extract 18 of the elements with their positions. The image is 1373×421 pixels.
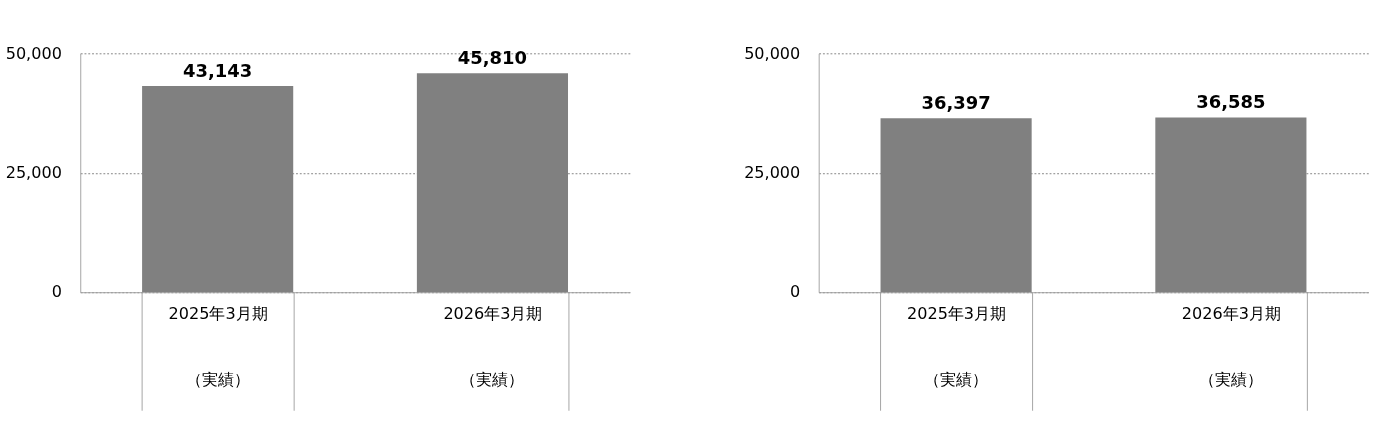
text: （実績） bbox=[924, 369, 989, 389]
y-tick-label: 0 bbox=[51, 282, 62, 302]
text: （実績） bbox=[185, 369, 250, 389]
data-label: 36,397 bbox=[921, 91, 991, 113]
y-tick-label: 50,000 bbox=[5, 43, 62, 63]
x-tick-label: 2025年3月期 bbox=[168, 304, 268, 324]
y-tick-label: 25,000 bbox=[5, 162, 62, 182]
x-tick-label: 2026年3月期 bbox=[1181, 304, 1281, 324]
y-tick-label: 25,000 bbox=[744, 162, 801, 182]
x-tick-label: 2026年3月期 bbox=[443, 304, 543, 324]
text: （実績） bbox=[460, 369, 525, 389]
data-label: 43,143 bbox=[183, 59, 253, 81]
data-label: 36,585 bbox=[1196, 90, 1266, 112]
text: （実績） bbox=[1198, 369, 1263, 389]
y-tick-label: 50,000 bbox=[744, 43, 801, 63]
y-tick-label: 0 bbox=[790, 282, 801, 302]
data-label: 45,810 bbox=[457, 46, 528, 68]
x-tick-label: 2025年3月期 bbox=[907, 304, 1007, 324]
